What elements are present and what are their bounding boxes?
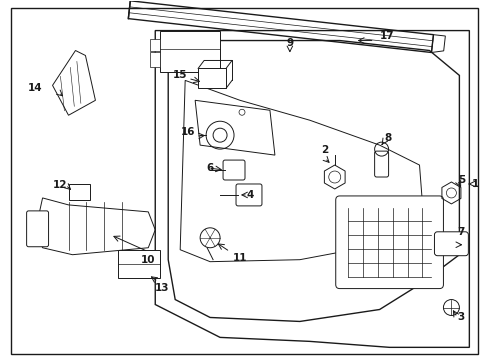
FancyBboxPatch shape bbox=[223, 160, 244, 180]
Text: 10: 10 bbox=[141, 255, 155, 265]
Bar bbox=[118, 250, 160, 278]
FancyBboxPatch shape bbox=[374, 151, 388, 177]
Text: 15: 15 bbox=[173, 71, 187, 80]
FancyBboxPatch shape bbox=[236, 184, 262, 206]
Text: 2: 2 bbox=[321, 145, 328, 155]
Text: 5: 5 bbox=[457, 175, 464, 185]
Text: 9: 9 bbox=[285, 37, 293, 48]
Bar bbox=[68, 184, 90, 200]
Text: 4: 4 bbox=[246, 190, 253, 200]
Bar bbox=[150, 39, 160, 50]
FancyBboxPatch shape bbox=[335, 196, 443, 289]
Text: 8: 8 bbox=[383, 133, 390, 143]
Text: 16: 16 bbox=[181, 127, 195, 137]
Polygon shape bbox=[155, 31, 468, 347]
Bar bbox=[160, 31, 220, 72]
Text: 3: 3 bbox=[457, 312, 464, 323]
FancyBboxPatch shape bbox=[433, 232, 468, 256]
Bar bbox=[198, 68, 225, 88]
Text: 6: 6 bbox=[206, 163, 213, 173]
Text: 13: 13 bbox=[155, 283, 169, 293]
Text: 12: 12 bbox=[53, 180, 68, 190]
Text: 11: 11 bbox=[232, 253, 247, 263]
Text: 14: 14 bbox=[28, 84, 43, 93]
Text: 1: 1 bbox=[471, 179, 478, 189]
Text: 17: 17 bbox=[380, 31, 394, 41]
Bar bbox=[150, 53, 160, 67]
Text: 7: 7 bbox=[457, 227, 464, 237]
FancyBboxPatch shape bbox=[26, 211, 48, 247]
